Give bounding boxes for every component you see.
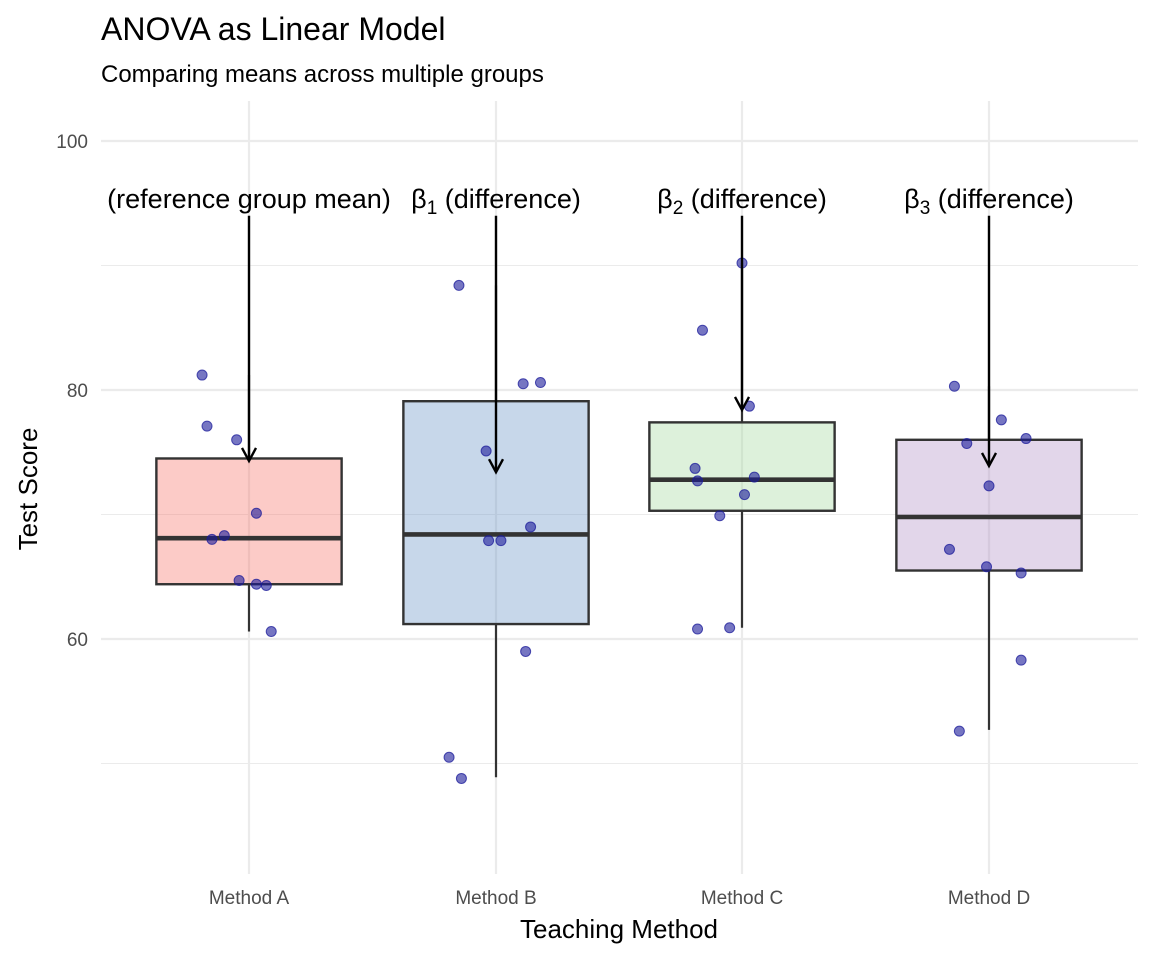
data-point (981, 561, 993, 573)
annotation-3: β2 (difference) (657, 184, 827, 413)
data-point (995, 414, 1007, 426)
annotation-label: β2 (difference) (657, 184, 827, 219)
data-point (692, 623, 704, 635)
annotation-1: (reference group mean) (107, 184, 391, 464)
x-tick-labels: Method A Method B Method C Method D (209, 888, 1030, 909)
data-point (520, 645, 532, 657)
data-point (961, 438, 973, 450)
x-tick-label: Method D (948, 888, 1030, 909)
annotation-4: β3 (difference) (904, 184, 1074, 469)
data-point (483, 535, 495, 547)
data-point (443, 751, 455, 763)
data-point (692, 475, 704, 487)
data-point (534, 377, 546, 389)
data-point (948, 380, 960, 392)
y-tick-label: 60 (67, 630, 88, 651)
y-tick-labels: 60 80 100 (56, 132, 88, 651)
data-point (714, 510, 726, 522)
data-point (196, 369, 208, 381)
data-point (206, 533, 218, 545)
y-axis-title: Test Score (13, 428, 43, 551)
data-point (525, 521, 537, 533)
y-tick-label: 80 (67, 381, 88, 402)
data-point (738, 489, 750, 501)
data-point (1020, 433, 1032, 445)
data-point (233, 574, 245, 586)
data-point (724, 622, 736, 634)
x-tick-label: Method C (701, 888, 783, 909)
annotation-label: (reference group mean) (107, 184, 391, 214)
x-axis-title: Teaching Method (520, 914, 718, 944)
data-point (455, 772, 467, 784)
data-point (201, 420, 213, 432)
data-point (453, 279, 465, 291)
data-point (943, 543, 955, 555)
data-point (218, 530, 230, 542)
data-point (696, 324, 708, 336)
data-point (517, 378, 529, 390)
data-point (1015, 654, 1027, 666)
box-layer (155, 263, 1083, 778)
annotation-layer: (reference group mean) β1 (difference) β2 … (107, 184, 1074, 475)
data-point (265, 626, 277, 638)
arrow-head (487, 458, 505, 475)
arrow-head (240, 447, 258, 464)
data-point (748, 471, 760, 483)
box-iqr (155, 457, 343, 586)
data-point (983, 480, 995, 492)
data-point (231, 434, 243, 446)
chart-title: ANOVA as Linear Model (101, 11, 445, 47)
arrow-head (980, 452, 998, 469)
x-tick-label: Method A (209, 888, 290, 909)
y-tick-label: 100 (56, 132, 88, 153)
annotation-label: β3 (difference) (904, 184, 1074, 219)
data-point (953, 725, 965, 737)
data-point (250, 578, 262, 590)
chart-subtitle: Comparing means across multiple groups (101, 61, 544, 88)
annotation-label: β1 (difference) (411, 184, 581, 219)
box-1 (155, 375, 343, 632)
data-point (480, 445, 492, 457)
data-point (1015, 567, 1027, 579)
data-point (689, 462, 701, 474)
annotation-2: β1 (difference) (411, 184, 581, 475)
point-layer (196, 257, 1032, 784)
data-point (260, 579, 272, 591)
x-tick-label: Method B (455, 888, 536, 909)
arrow-head (733, 396, 751, 413)
data-point (250, 507, 262, 519)
data-point (495, 535, 507, 547)
